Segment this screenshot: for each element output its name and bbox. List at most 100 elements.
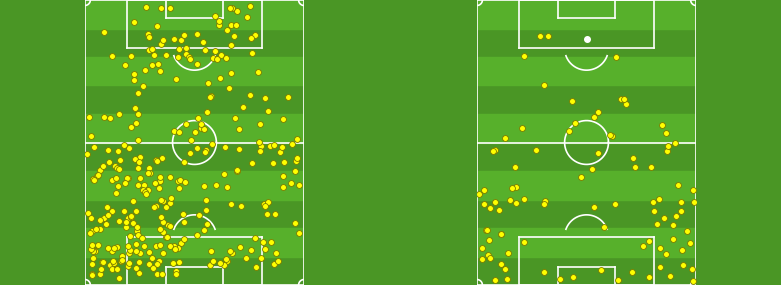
Point — [235, 204, 248, 208]
Point — [180, 52, 192, 57]
Point — [244, 4, 256, 8]
Point — [154, 226, 166, 231]
Point — [504, 198, 516, 202]
Point — [480, 228, 492, 233]
Point — [662, 143, 675, 148]
Point — [281, 94, 294, 99]
Bar — [85, 171, 304, 200]
Point — [626, 269, 639, 274]
Point — [162, 222, 174, 227]
Point — [106, 178, 119, 182]
Point — [505, 186, 518, 190]
Point — [83, 114, 95, 119]
Point — [265, 239, 277, 244]
Point — [119, 224, 132, 229]
Point — [87, 247, 99, 252]
Point — [133, 159, 145, 164]
Point — [151, 272, 163, 277]
Point — [234, 245, 247, 249]
Point — [164, 223, 177, 228]
Point — [94, 217, 106, 222]
Point — [119, 220, 132, 225]
Point — [163, 244, 176, 248]
Point — [118, 143, 130, 148]
Point — [177, 211, 190, 216]
Point — [87, 249, 99, 254]
Point — [647, 209, 660, 213]
Point — [195, 125, 208, 130]
Point — [200, 198, 212, 202]
Point — [278, 159, 291, 164]
Point — [116, 257, 129, 262]
Point — [191, 145, 204, 150]
Point — [207, 56, 219, 60]
Point — [154, 175, 166, 179]
Point — [156, 37, 169, 42]
Point — [178, 219, 191, 224]
Point — [200, 207, 212, 212]
Point — [142, 48, 155, 53]
Point — [160, 234, 173, 239]
Point — [219, 144, 232, 149]
Point — [250, 265, 262, 270]
Point — [257, 240, 269, 244]
Point — [268, 142, 280, 147]
Point — [259, 201, 271, 206]
Point — [124, 53, 137, 58]
Point — [111, 267, 123, 272]
Point — [268, 262, 280, 266]
Point — [597, 225, 610, 229]
Point — [225, 43, 237, 47]
Point — [604, 133, 616, 137]
Point — [138, 189, 151, 194]
Point — [136, 236, 148, 241]
Point — [173, 260, 185, 264]
Point — [159, 53, 172, 57]
Point — [489, 200, 501, 204]
Point — [168, 244, 180, 249]
Point — [244, 36, 257, 40]
Point — [587, 204, 600, 209]
Point — [538, 202, 551, 207]
Point — [165, 195, 177, 200]
Point — [262, 109, 274, 113]
Point — [189, 129, 201, 134]
Point — [192, 115, 205, 120]
Point — [198, 227, 211, 232]
Point — [130, 121, 142, 126]
Point — [156, 199, 169, 203]
Point — [659, 131, 672, 135]
Point — [677, 262, 690, 267]
Point — [193, 213, 205, 217]
Point — [92, 243, 105, 248]
Point — [252, 139, 265, 144]
Point — [686, 278, 699, 283]
Point — [273, 150, 286, 154]
Point — [661, 149, 673, 153]
Point — [477, 202, 490, 206]
Point — [98, 215, 110, 220]
Point — [112, 148, 125, 153]
Point — [620, 101, 633, 106]
Point — [152, 186, 165, 191]
Point — [537, 83, 550, 87]
Point — [213, 19, 226, 23]
Point — [201, 81, 214, 86]
Point — [153, 243, 166, 248]
Bar — [85, 57, 304, 86]
Point — [122, 264, 134, 268]
Point — [686, 188, 699, 192]
Point — [224, 249, 237, 253]
Point — [132, 137, 144, 142]
Point — [111, 245, 123, 249]
Point — [482, 253, 494, 257]
Point — [155, 198, 167, 202]
Point — [167, 129, 180, 133]
Point — [169, 268, 182, 273]
Point — [488, 148, 501, 152]
Point — [132, 182, 144, 187]
Point — [554, 276, 566, 281]
Point — [114, 157, 127, 162]
Point — [112, 219, 125, 223]
Point — [209, 182, 222, 187]
